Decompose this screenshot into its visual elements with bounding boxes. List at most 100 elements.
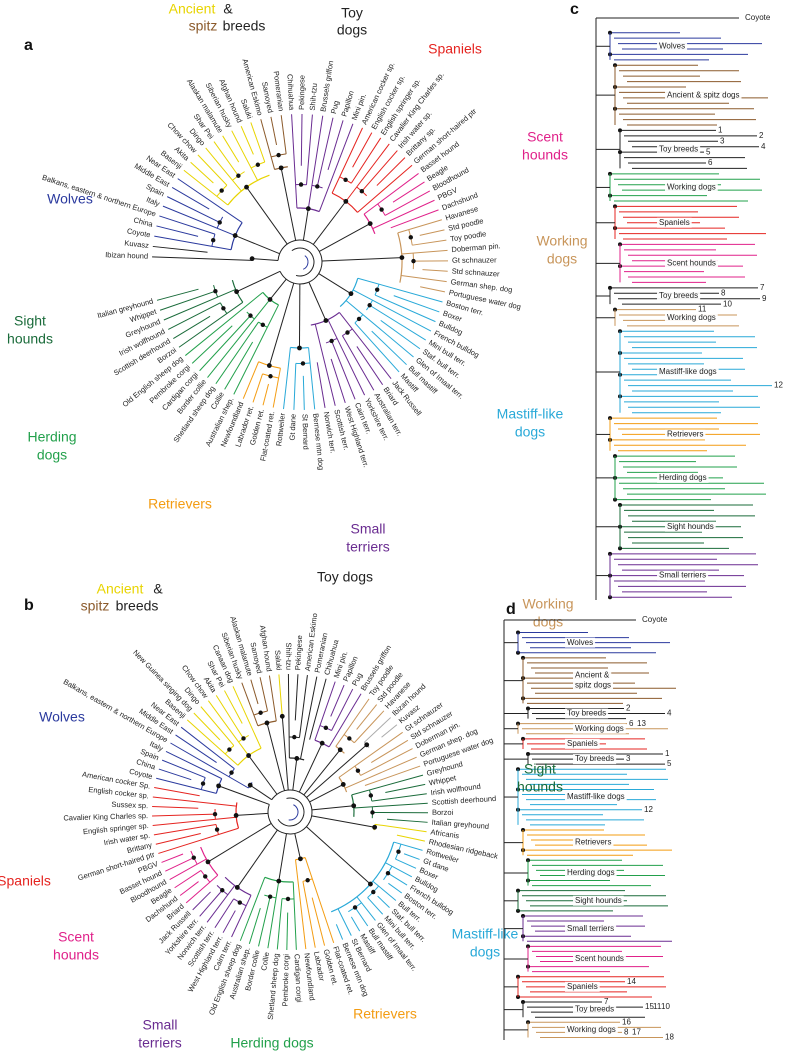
branch (191, 325, 233, 364)
node-dot (372, 824, 378, 830)
branch (293, 363, 297, 410)
clade-label: Retrievers (667, 430, 703, 439)
clade-label: Ancient (169, 1, 216, 17)
label-box (657, 570, 709, 581)
branch (393, 295, 440, 313)
stem (306, 826, 371, 885)
branch (403, 853, 420, 860)
branch (193, 712, 221, 741)
label-box (665, 90, 742, 101)
branch (199, 315, 251, 372)
branch (158, 827, 239, 854)
branch (197, 154, 228, 186)
tip-number: 4 (761, 142, 766, 151)
branch (205, 147, 242, 192)
clade-label: Herding dogs (659, 473, 707, 482)
stem (280, 167, 297, 241)
branch (335, 924, 344, 940)
node-dot (260, 322, 266, 328)
branch (207, 700, 249, 756)
tip-number: 1 (665, 749, 670, 758)
branch (258, 896, 271, 947)
branch (276, 898, 283, 950)
branch (314, 324, 336, 406)
stem (303, 749, 341, 796)
clade-label: Toy breeds (659, 291, 698, 300)
label-box (657, 41, 688, 52)
branch (156, 225, 199, 237)
breed-label: Kuvasz (124, 238, 150, 250)
node-dot (246, 753, 251, 758)
branch (224, 690, 243, 724)
clade-label: terriers (138, 1035, 182, 1051)
branch (357, 277, 443, 303)
stem (298, 742, 323, 793)
label-box (565, 981, 600, 992)
node-dot (367, 221, 373, 226)
branch (331, 688, 354, 731)
stem (248, 755, 278, 795)
branch (180, 726, 235, 770)
tip-number: 14 (627, 977, 636, 986)
branch (300, 114, 303, 166)
tip-number: 12 (774, 381, 783, 390)
branch (371, 793, 427, 802)
clade-label: dogs (547, 251, 577, 267)
clade-label: Small terriers (659, 571, 706, 580)
branch (177, 178, 243, 223)
branch (350, 916, 361, 932)
branch (374, 294, 436, 323)
breed-label: St Bernard (300, 414, 310, 450)
node-dot (337, 747, 343, 753)
stem (294, 833, 301, 859)
node-dot (276, 152, 281, 158)
node-dot (298, 182, 304, 187)
clade-label: Toy breeds (575, 1005, 614, 1014)
branch (200, 706, 235, 746)
branch (169, 858, 207, 881)
breed-label: Collie (259, 951, 271, 971)
label-box (565, 923, 617, 934)
clade-label: Working dogs (575, 724, 624, 733)
stem (311, 815, 375, 828)
branch (294, 674, 299, 721)
tip-number: 15 (645, 1002, 654, 1011)
branch (387, 872, 408, 886)
node-dot (408, 235, 413, 240)
breed-label: Cardigan corgi (293, 954, 304, 1003)
node-dot (227, 747, 232, 752)
branch (233, 304, 279, 395)
clade-label: Working dogs (667, 313, 716, 322)
node-dot (217, 220, 222, 225)
branch (318, 123, 354, 212)
stem (302, 208, 309, 241)
node-dot (212, 811, 218, 817)
label-box (657, 144, 701, 155)
stem (319, 223, 371, 252)
breed-label: Rottweiler (274, 412, 287, 447)
branch (173, 315, 211, 339)
branch (385, 783, 426, 794)
clade-label: Toy dogs (317, 569, 373, 585)
node-dot (213, 288, 218, 294)
clade-label: Toy (341, 5, 363, 21)
node-dot (244, 184, 249, 190)
tip-number: 3 (626, 754, 631, 763)
clade-label: Retrievers (148, 496, 212, 512)
node-dot (221, 306, 226, 311)
label-box (657, 217, 692, 228)
branch (354, 322, 400, 373)
node-dot (200, 781, 206, 786)
clade-label: dogs (470, 944, 500, 960)
branch (175, 734, 217, 763)
branch (192, 891, 211, 911)
branch (375, 823, 427, 833)
stem (321, 257, 402, 262)
breed-label: Doberman pin. (451, 241, 501, 254)
branch (361, 150, 398, 192)
clade-label: Wolves (567, 638, 593, 647)
clade-label: Sight hounds (667, 522, 714, 531)
node-dot (249, 256, 255, 262)
clade-label: Toy breeds (659, 145, 698, 154)
branch (307, 115, 324, 209)
